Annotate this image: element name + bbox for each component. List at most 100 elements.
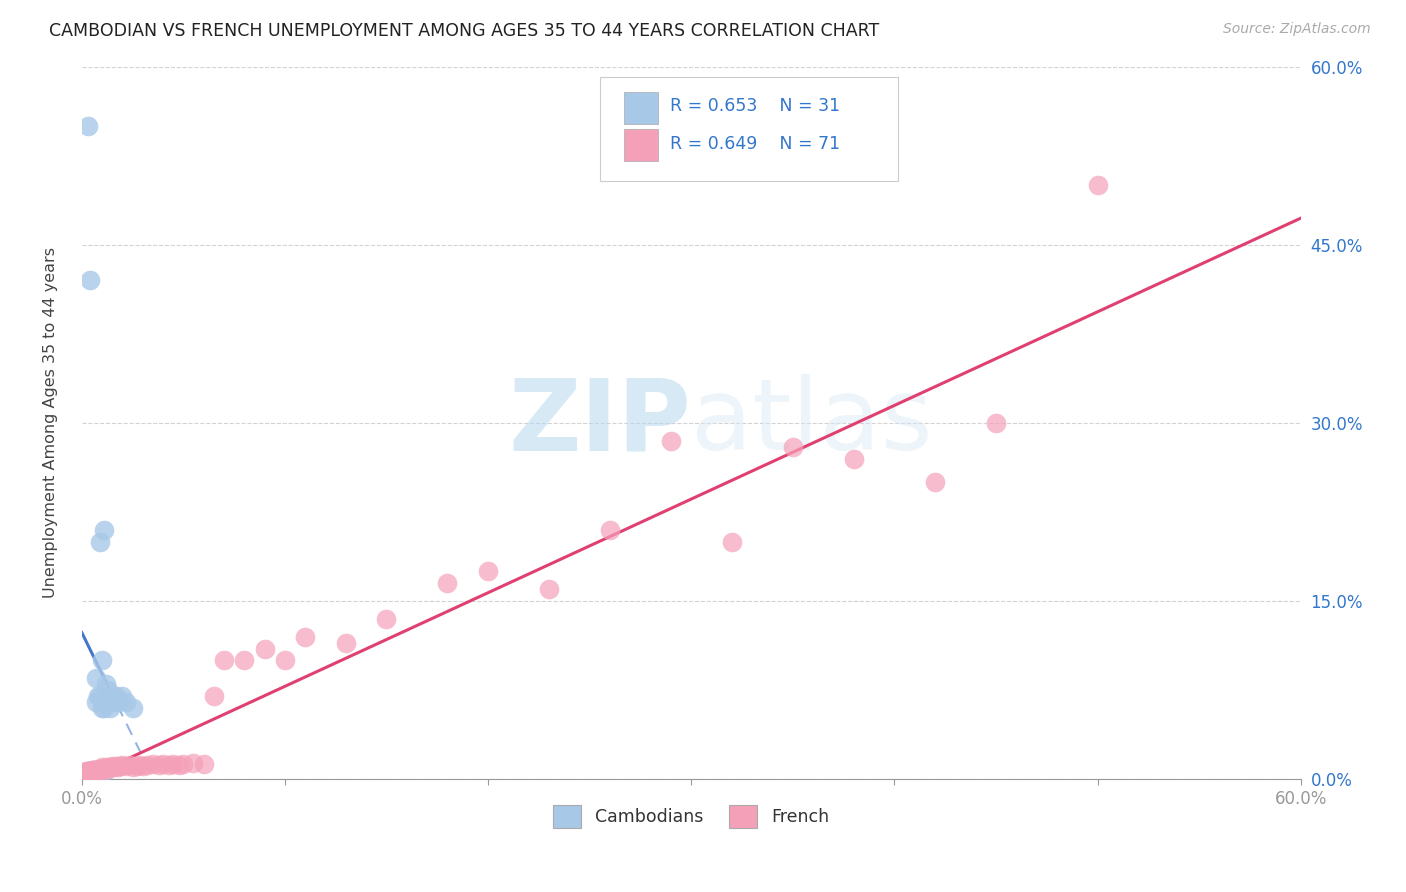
Point [84, 764, 107, 778]
Point [91, 760, 114, 774]
Point [782, 440, 804, 454]
Point [103, 695, 125, 709]
Point [76, 119, 98, 133]
Point [148, 758, 170, 772]
Point [101, 689, 124, 703]
Point [436, 576, 458, 591]
Point [79, 764, 101, 778]
Point [91, 653, 114, 667]
Point [110, 759, 132, 773]
Point [167, 758, 190, 772]
Point [294, 630, 316, 644]
FancyBboxPatch shape [600, 78, 898, 180]
Text: atlas: atlas [692, 375, 932, 472]
Point [75, 765, 97, 780]
Point [101, 759, 124, 773]
Point [1087, 178, 1109, 193]
Point [94, 763, 117, 777]
Point [87, 763, 110, 777]
Point [89, 689, 111, 703]
Point [89, 763, 111, 777]
Text: CAMBODIAN VS FRENCH UNEMPLOYMENT AMONG AGES 35 TO 44 YEARS CORRELATION CHART: CAMBODIAN VS FRENCH UNEMPLOYMENT AMONG A… [49, 22, 880, 40]
Point [79, 766, 101, 780]
Point [80, 763, 103, 777]
Point [142, 756, 165, 771]
Point [84, 765, 107, 780]
Point [172, 756, 194, 771]
Point [98, 701, 121, 715]
Point [83, 765, 105, 780]
Point [83, 764, 105, 778]
Point [375, 612, 398, 626]
Point [75, 765, 97, 780]
Point [537, 582, 560, 597]
Point [79, 765, 101, 780]
Point [91, 763, 114, 777]
Text: R = 0.653    N = 31: R = 0.653 N = 31 [671, 97, 841, 115]
Point [87, 764, 110, 778]
Text: Source: ZipAtlas.com: Source: ZipAtlas.com [1223, 22, 1371, 37]
Y-axis label: Unemployment Among Ages 35 to 44 years: Unemployment Among Ages 35 to 44 years [44, 247, 58, 599]
Point [76, 765, 98, 780]
Point [76, 764, 98, 778]
Point [80, 765, 103, 780]
Point [253, 641, 276, 656]
Point [842, 451, 865, 466]
Point [84, 695, 107, 709]
Point [76, 764, 98, 778]
Point [107, 760, 129, 774]
Point [93, 762, 115, 776]
Point [202, 689, 225, 703]
Point [80, 764, 103, 778]
Point [233, 653, 256, 667]
Point [93, 523, 115, 537]
Point [162, 756, 184, 771]
Point [107, 695, 129, 709]
Point [80, 763, 103, 777]
Point [115, 695, 138, 709]
Point [97, 683, 120, 698]
Point [599, 523, 621, 537]
FancyBboxPatch shape [624, 92, 658, 124]
Point [131, 759, 153, 773]
Point [91, 762, 114, 776]
Point [83, 763, 105, 777]
Point [111, 689, 134, 703]
Point [125, 759, 148, 773]
Point [97, 695, 120, 709]
Point [659, 434, 682, 448]
Point [84, 671, 107, 685]
Point [89, 762, 111, 776]
Point [79, 273, 101, 287]
Point [120, 758, 142, 772]
Point [721, 534, 744, 549]
Point [89, 534, 111, 549]
Point [98, 760, 121, 774]
Point [111, 758, 134, 772]
Point [121, 701, 143, 715]
Point [94, 760, 117, 774]
Point [135, 758, 157, 772]
FancyBboxPatch shape [624, 129, 658, 161]
Point [984, 416, 1007, 430]
Point [157, 758, 180, 772]
Point [75, 764, 97, 778]
Point [83, 763, 105, 777]
Point [80, 765, 103, 780]
Point [93, 701, 115, 715]
Text: R = 0.649    N = 71: R = 0.649 N = 71 [671, 135, 841, 153]
Point [274, 653, 297, 667]
Point [193, 756, 215, 771]
Point [84, 763, 107, 777]
Legend: Cambodians, French: Cambodians, French [547, 798, 837, 835]
Point [105, 689, 128, 703]
Point [924, 475, 946, 490]
Point [128, 758, 150, 772]
Point [115, 759, 138, 773]
Text: ZIP: ZIP [509, 375, 692, 472]
Point [91, 701, 114, 715]
Point [105, 759, 128, 773]
Point [79, 766, 101, 780]
Point [103, 760, 125, 774]
Point [183, 756, 205, 770]
